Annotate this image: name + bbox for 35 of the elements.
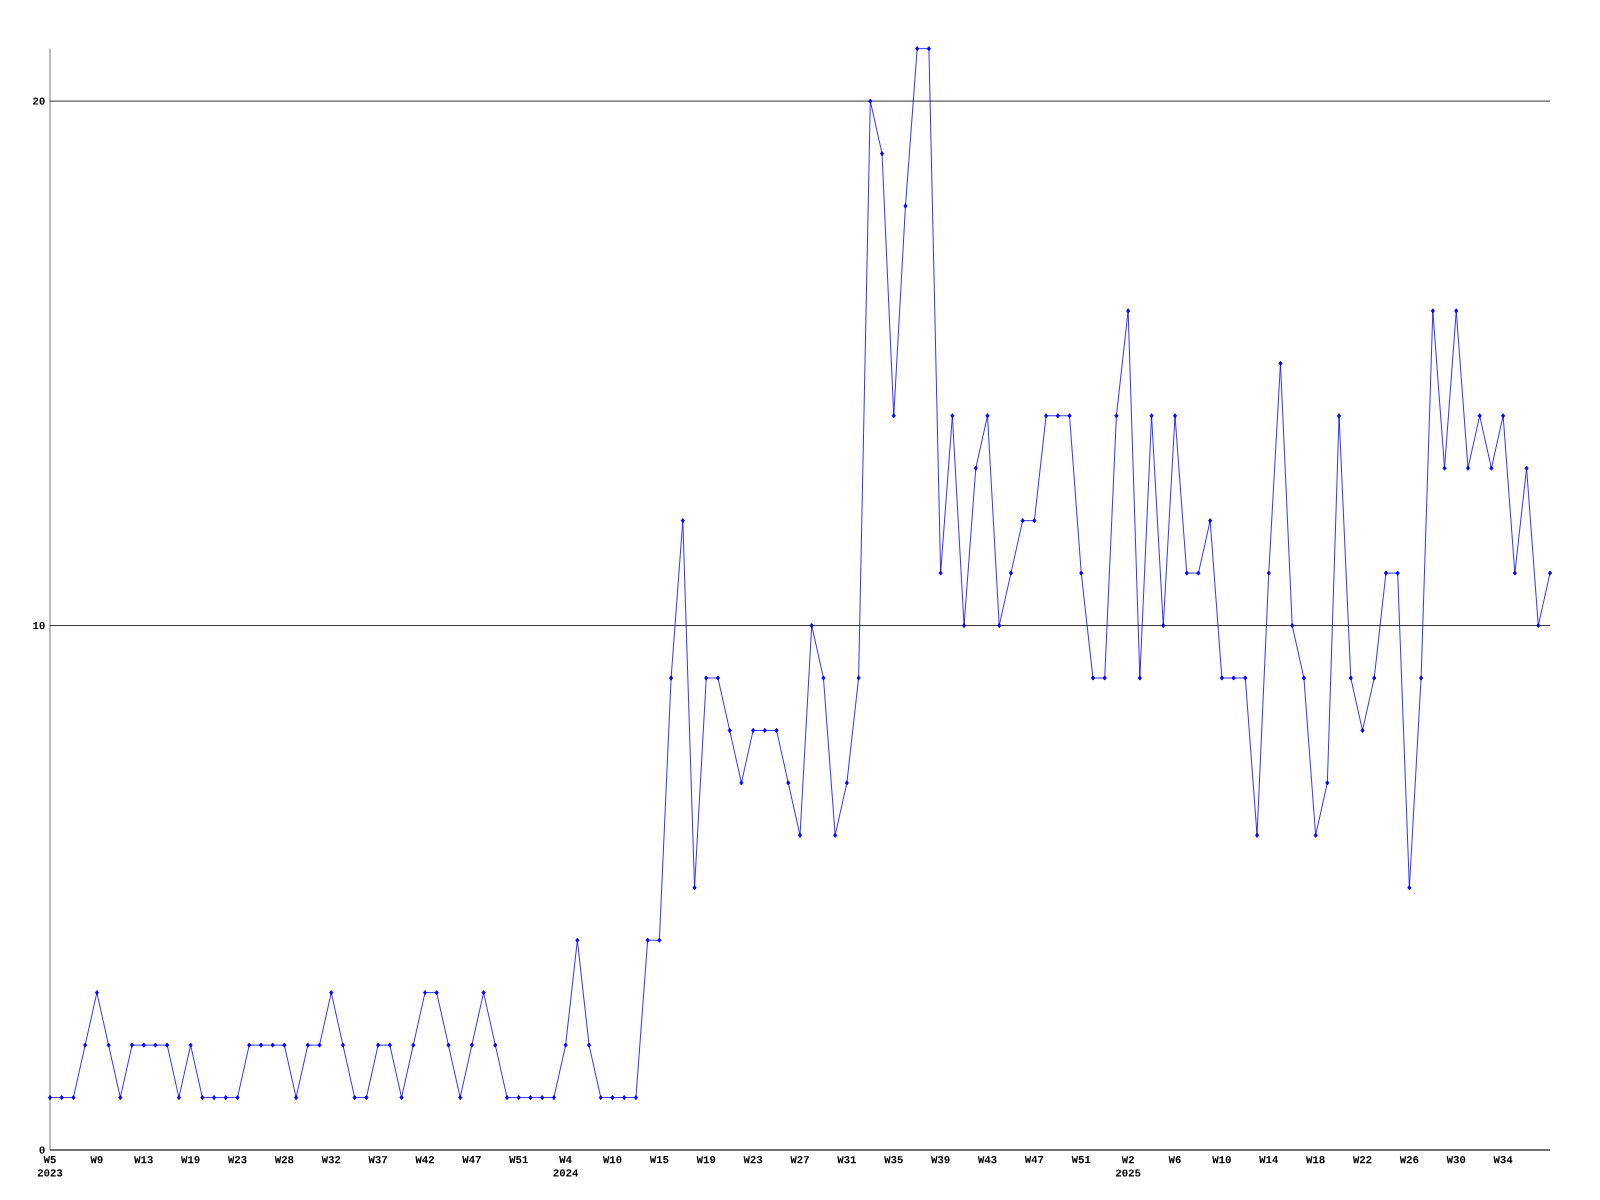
x-tick-label: W19 [181,1156,200,1164]
x-tick-label: W32 [321,1156,341,1164]
x-tick-label: W51 [1071,1156,1091,1164]
x-tick-label: W43 [977,1156,997,1164]
x-tick-label: W10 [602,1156,622,1164]
x-tick-label: W47 [1024,1156,1044,1164]
x-tick-label: W18 [1306,1156,1325,1164]
x-tick-label: W19 [696,1156,716,1164]
x-tick-label: W27 [790,1156,809,1164]
x-tick-label: W6 [1168,1156,1181,1164]
x-tick-label: W14 [1259,1156,1279,1164]
y-tick-label: 20 [33,97,45,105]
x-tick-label: W26 [1399,1156,1419,1164]
x-tick-label: W23 [227,1156,247,1164]
x-tick-label: W13 [134,1156,153,1164]
y-tick-label: 0 [39,1146,45,1154]
x-tick-label: W23 [743,1156,763,1164]
x-tick-label: W9 [90,1156,103,1164]
x-tick-label: W28 [274,1156,294,1164]
x-tick-label: W34 [1493,1156,1513,1164]
x-tick-label: W2 2025 [1115,1156,1141,1177]
x-tick-label: W51 [509,1156,528,1164]
x-tick-label: W10 [1212,1156,1231,1164]
x-tick-label: W4 2024 [553,1156,579,1177]
x-tick-label: W37 [368,1156,388,1164]
x-tick-label: W15 [649,1156,669,1164]
y-tick-label: 10 [33,621,45,630]
x-tick-label: W31 [837,1156,857,1164]
x-tick-label: W22 [1352,1156,1372,1164]
x-tick-label: W42 [415,1156,434,1164]
x-tick-label: W47 [462,1156,481,1164]
x-tick-label: W30 [1446,1156,1466,1164]
x-tick-label: W39 [931,1156,950,1164]
x-tick-label: W5 2023 [37,1156,63,1177]
x-tick-label: W35 [884,1156,903,1164]
